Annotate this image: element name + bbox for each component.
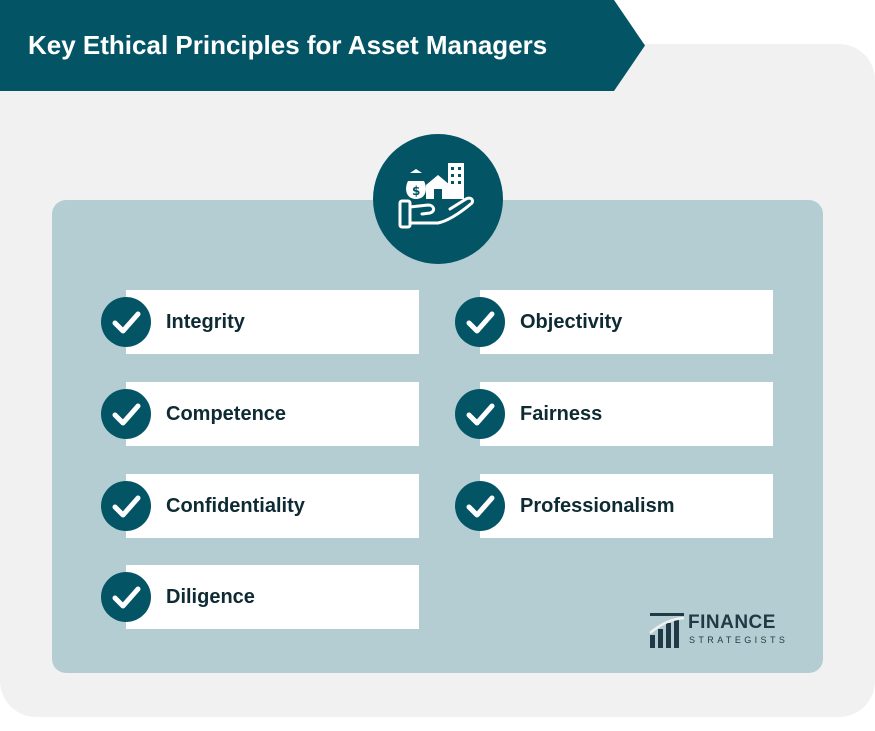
check-badge bbox=[101, 389, 151, 439]
principle-item: Diligence bbox=[101, 565, 421, 631]
svg-text:$: $ bbox=[412, 184, 420, 198]
finance-strategists-logo: FINANCE STRATEGISTS bbox=[648, 611, 788, 651]
principle-item: Fairness bbox=[455, 382, 775, 448]
check-badge bbox=[455, 481, 505, 531]
principle-item: Confidentiality bbox=[101, 474, 421, 540]
logo-mark-icon bbox=[649, 613, 685, 648]
principle-label: Professionalism bbox=[520, 495, 675, 517]
checkmark-icon bbox=[466, 403, 495, 426]
principle-box bbox=[126, 382, 419, 446]
principle-label: Competence bbox=[166, 403, 287, 425]
check-badge bbox=[101, 572, 151, 622]
checkmark-icon bbox=[112, 403, 141, 426]
check-badge bbox=[101, 297, 151, 347]
checkmark-icon bbox=[112, 495, 141, 518]
principle-label: Objectivity bbox=[520, 311, 623, 333]
principle-label: Integrity bbox=[166, 311, 245, 333]
principle-box bbox=[126, 474, 419, 538]
principle-box bbox=[126, 290, 419, 354]
hand-holding-assets-icon: $ bbox=[398, 163, 474, 229]
principle-box bbox=[480, 382, 773, 446]
center-icon-circle: $ bbox=[373, 134, 503, 264]
logo-wordmark: FINANCE bbox=[688, 612, 776, 633]
checkmark-icon bbox=[466, 495, 495, 518]
check-badge bbox=[455, 389, 505, 439]
principle-label: Fairness bbox=[520, 403, 603, 425]
principle-box bbox=[480, 290, 773, 354]
principle-item: Objectivity bbox=[455, 290, 775, 356]
principle-label: Diligence bbox=[166, 586, 255, 608]
principle-box bbox=[480, 474, 773, 538]
principle-box bbox=[126, 565, 419, 629]
logo-subtitle: STRATEGISTS bbox=[689, 635, 789, 645]
title-banner: Key Ethical Principles for Asset Manager… bbox=[0, 0, 645, 91]
principle-item: Competence bbox=[101, 382, 421, 448]
check-badge bbox=[455, 297, 505, 347]
page-title: Key Ethical Principles for Asset Manager… bbox=[28, 30, 548, 60]
principle-label: Confidentiality bbox=[166, 495, 305, 517]
check-badge bbox=[101, 481, 151, 531]
principle-item: Professionalism bbox=[455, 474, 775, 540]
checkmark-icon bbox=[112, 586, 141, 609]
principle-item: Integrity bbox=[101, 290, 421, 356]
checkmark-icon bbox=[466, 311, 495, 334]
checkmark-icon bbox=[112, 311, 141, 334]
